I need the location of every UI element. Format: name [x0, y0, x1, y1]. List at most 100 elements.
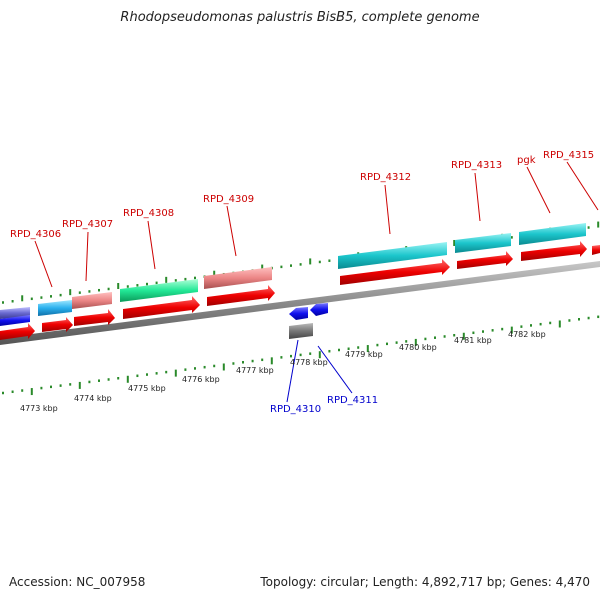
gene-box-sky[interactable]	[38, 300, 72, 316]
callout-line	[566, 161, 599, 211]
tick-mark	[69, 383, 72, 386]
gene-box-pink-4307[interactable]	[72, 292, 112, 309]
tick-mark	[194, 367, 196, 370]
tick-mark	[242, 361, 244, 364]
tick-mark	[597, 315, 600, 319]
tick-mark	[405, 340, 408, 343]
kbp-scale: 4773 kbp 4774 kbp 4775 kbp 4776 kbp 4777 kbp…	[20, 330, 546, 413]
tick-mark	[174, 279, 177, 282]
gene-label-forward[interactable]: pgk	[517, 155, 536, 166]
tick-mark	[107, 378, 110, 381]
tick-mark	[30, 388, 33, 396]
inner-tick-track	[2, 315, 600, 396]
kbp-tick-label: 4773 kbp	[20, 404, 58, 413]
tick-mark	[11, 300, 14, 303]
gene-box-green-4308[interactable]	[120, 279, 198, 302]
kbp-tick-label: 4781 kbp	[454, 336, 492, 345]
tick-mark	[155, 281, 158, 285]
tick-mark	[126, 375, 129, 383]
tick-mark	[117, 376, 120, 380]
tick-mark	[117, 282, 120, 289]
cds-arrow[interactable]	[521, 241, 587, 261]
gene-label-forward[interactable]: RPD_4309	[203, 194, 254, 205]
gene-label-forward[interactable]: RPD_4307	[62, 219, 113, 230]
gene-box-blue-edge[interactable]	[0, 315, 30, 326]
tick-mark	[453, 333, 456, 337]
gene-label-forward[interactable]: RPD_4306	[10, 229, 61, 240]
tick-mark	[261, 358, 264, 362]
tick-mark	[587, 226, 590, 229]
kbp-tick-label: 4775 kbp	[128, 384, 166, 393]
cds-arrow[interactable]	[592, 245, 600, 255]
reverse-gene-box-gray[interactable]	[289, 323, 313, 339]
genome-title: Rhodopseudomonas palustris BisB5, comple…	[120, 10, 480, 25]
tick-mark	[184, 368, 187, 371]
gene-box-cyan-pgk[interactable]	[519, 223, 586, 245]
tick-mark	[21, 295, 24, 302]
callout-line	[85, 231, 89, 282]
tick-mark	[510, 236, 513, 239]
tick-mark	[280, 356, 283, 359]
gene-label-forward[interactable]: RPD_4315	[543, 150, 594, 161]
tick-mark	[414, 338, 417, 346]
callout-lines	[34, 161, 599, 403]
tick-mark	[501, 327, 504, 331]
tick-mark	[587, 316, 590, 320]
cds-arrow[interactable]	[123, 296, 200, 319]
tick-mark	[568, 319, 571, 322]
tick-mark	[558, 320, 561, 328]
tick-mark	[165, 370, 168, 374]
gene-label-reverse[interactable]: RPD_4310	[270, 404, 321, 415]
gene-box-pink-4309[interactable]	[204, 267, 272, 289]
callout-line	[34, 240, 53, 288]
tick-mark	[203, 365, 206, 369]
tick-mark	[347, 347, 350, 351]
tick-mark	[309, 352, 312, 355]
tick-mark	[299, 353, 302, 357]
gene-box-cyan-4312[interactable]	[338, 242, 447, 269]
tick-mark	[40, 296, 43, 299]
tick-mark	[136, 284, 139, 287]
tick-mark	[184, 277, 187, 281]
kbp-tick-label: 4777 kbp	[236, 366, 274, 375]
tick-mark	[146, 282, 148, 286]
tick-mark	[491, 329, 494, 332]
topology-label: Topology: circular; Length: 4,892,717 bp…	[260, 575, 590, 589]
kbp-tick-label: 4780 kbp	[399, 343, 437, 352]
tick-mark	[453, 239, 456, 246]
tick-mark	[194, 276, 196, 280]
gene-label-forward[interactable]: RPD_4312	[360, 172, 411, 183]
tick-mark	[443, 335, 446, 338]
tick-mark	[251, 359, 254, 363]
reverse-cds-arrow-4310[interactable]	[289, 307, 308, 320]
cds-arrow[interactable]	[0, 323, 35, 340]
gene-label-forward[interactable]: RPD_4313	[451, 160, 502, 171]
callout-line	[226, 205, 237, 257]
tick-mark	[357, 346, 360, 349]
tick-mark	[510, 326, 513, 334]
tick-mark	[270, 357, 273, 365]
tick-mark	[136, 374, 139, 378]
gene-label-reverse[interactable]: RPD_4311	[327, 395, 378, 406]
tick-mark	[11, 390, 14, 394]
tick-mark	[318, 351, 321, 359]
tick-mark	[222, 363, 225, 371]
cds-arrow[interactable]	[457, 251, 513, 269]
kbp-tick-label: 4778 kbp	[290, 358, 328, 367]
gene-label-forward[interactable]: RPD_4308	[123, 208, 174, 219]
tick-mark	[366, 345, 369, 353]
tick-mark	[88, 380, 91, 384]
gene-box-cyan-4313[interactable]	[455, 233, 511, 253]
tick-mark	[338, 348, 340, 352]
callout-line	[286, 339, 299, 403]
reverse-cds-arrow-4311[interactable]	[310, 303, 328, 316]
tick-mark	[213, 364, 216, 368]
tick-mark	[376, 343, 379, 347]
cds-arrow[interactable]	[42, 317, 73, 332]
cds-arrow[interactable]	[340, 259, 450, 285]
cds-arrow[interactable]	[207, 285, 275, 306]
callout-line	[147, 220, 156, 270]
cds-arrow[interactable]	[74, 309, 115, 326]
